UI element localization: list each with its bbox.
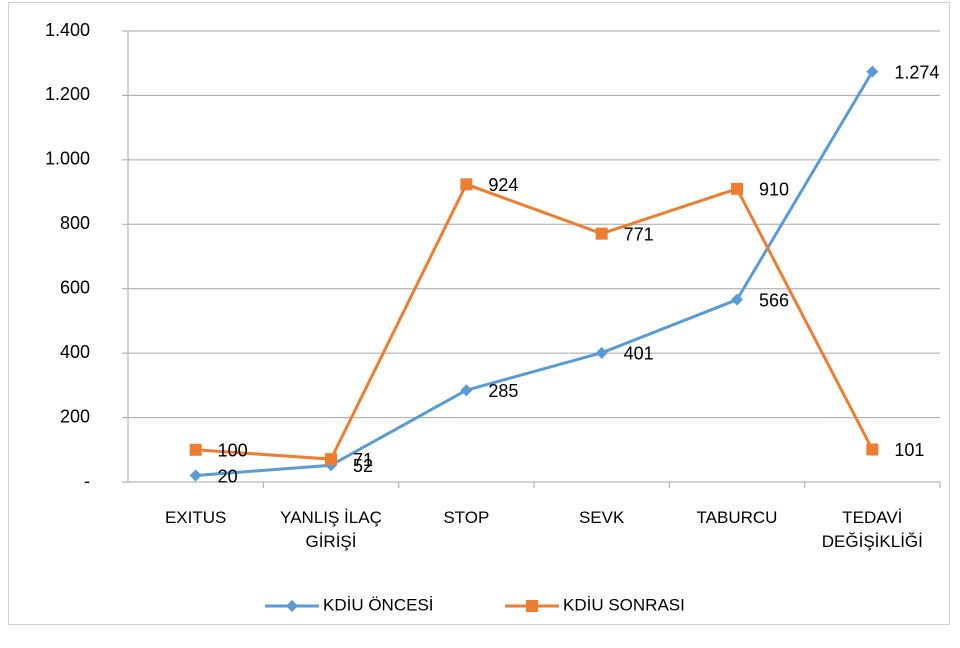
data-label: 101 [894, 440, 924, 460]
data-point [731, 293, 743, 306]
data-point [595, 227, 608, 240]
legend-marker [526, 600, 538, 612]
data-point [189, 469, 202, 482]
data-label: 20 [218, 466, 238, 486]
series-line [195, 70, 874, 478]
y-tick-label: 200 [60, 406, 90, 426]
y-tick-label: - [84, 471, 90, 491]
x-tick-label: SEVK [578, 508, 625, 527]
data-label: 771 [624, 224, 654, 244]
legend-label: KDİU SONRASI [563, 595, 685, 614]
data-point [866, 443, 879, 456]
y-tick-label: 800 [60, 213, 90, 233]
data-point [731, 182, 743, 195]
data-point [460, 178, 473, 191]
data-label: 1.274 [894, 62, 939, 82]
x-tick-label: EXITUS [164, 508, 227, 527]
data-point [325, 453, 337, 466]
series-line [195, 182, 874, 461]
data-label: 910 [759, 180, 789, 200]
legend-label: KDİU ÖNCESİ [323, 595, 434, 614]
data-point [866, 65, 879, 78]
data-label: 52 [353, 456, 373, 476]
data-label: 285 [488, 381, 518, 401]
x-tick-label: STOP [443, 508, 490, 527]
data-label: 401 [624, 344, 654, 364]
data-label: 71 [353, 450, 373, 470]
data-label: 566 [759, 290, 789, 310]
y-tick-label: 1.000 [45, 149, 90, 169]
y-tick-label: 400 [60, 342, 90, 362]
data-label: 924 [488, 175, 518, 195]
data-point [189, 443, 202, 456]
data-point [460, 384, 473, 397]
data-point [595, 346, 608, 359]
x-tick-label: TEDAVİ DEĞİŞİKLİĞİ [821, 508, 923, 551]
data-label: 100 [218, 441, 248, 461]
y-tick-label: 600 [60, 277, 90, 297]
chart-frame [8, 2, 950, 625]
legend-marker [286, 600, 298, 612]
y-tick-label: 1.200 [45, 84, 90, 104]
x-tick-label: TABURCU [696, 508, 778, 527]
x-tick-label: YANLIŞ İLAÇ GİRİŞİ [280, 508, 382, 551]
y-tick-label: 1.400 [45, 20, 90, 40]
